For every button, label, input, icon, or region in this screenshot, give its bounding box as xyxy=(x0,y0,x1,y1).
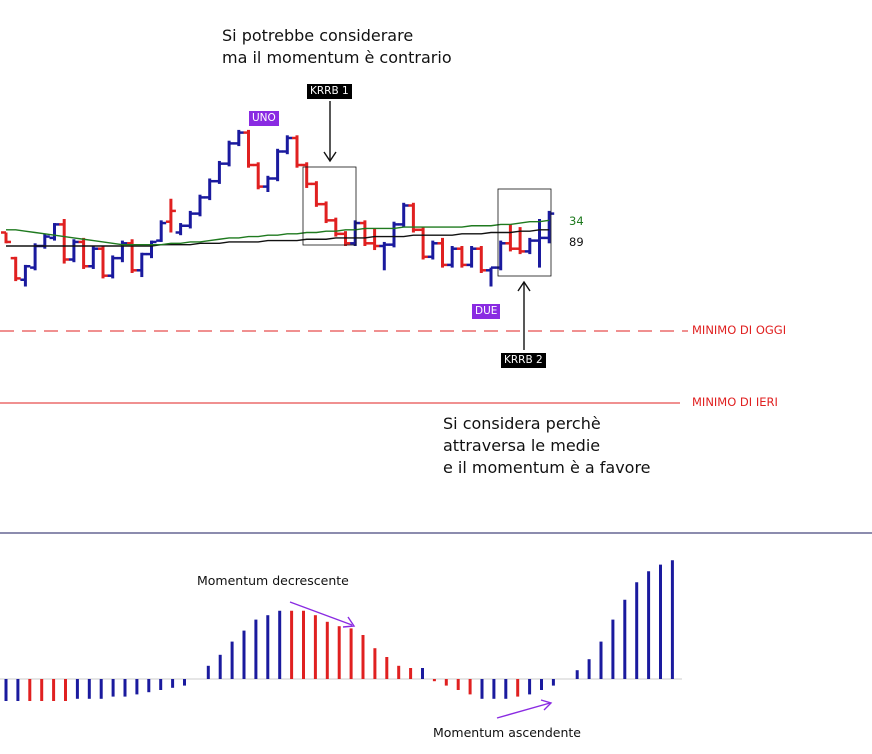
ohlc-bar xyxy=(262,175,273,192)
momentum-down-arrow xyxy=(289,601,353,626)
momentum-up-label: Momentum ascendente xyxy=(433,725,581,740)
ohlc-bars xyxy=(1,129,555,287)
momentum-up-arrowhead xyxy=(540,699,553,711)
ohlc-bar xyxy=(175,223,186,236)
krrb1-label: KRRB 1 xyxy=(307,84,352,99)
ma34-line xyxy=(6,219,550,246)
ohlc-bar xyxy=(282,135,293,155)
ohlc-bar xyxy=(59,219,70,264)
ohlc-bar xyxy=(292,135,302,168)
ohlc-bar xyxy=(20,264,31,287)
level-yesterday-label: MINIMO DI IERI xyxy=(692,395,778,409)
ohlc-bar xyxy=(437,237,448,268)
krrb2-box xyxy=(497,188,552,277)
ohlc-bar xyxy=(68,239,79,263)
ohlc-bar xyxy=(146,240,157,259)
ohlc-bar xyxy=(301,162,312,188)
ohlc-bar xyxy=(214,160,225,184)
ohlc-bar xyxy=(195,194,205,217)
ohlc-bar xyxy=(107,255,118,279)
ohlc-bar xyxy=(243,129,254,168)
top-note-line1: Si potrebbe considerare xyxy=(222,26,414,45)
bottom-note-line2: attraversa le medie xyxy=(443,436,601,455)
ohlc-bar xyxy=(534,219,545,268)
ohlc-bar xyxy=(379,241,390,271)
bottom-note-line1: Si considera perchè xyxy=(443,414,601,433)
ohlc-bar xyxy=(30,243,41,271)
ohlc-bar xyxy=(389,221,399,248)
ohlc-bar xyxy=(78,237,89,269)
ohlc-bar xyxy=(321,201,332,224)
tag-uno: UNO xyxy=(249,111,279,126)
ma89-line xyxy=(6,229,550,247)
ohlc-bar xyxy=(88,246,99,269)
ohlc-bar xyxy=(350,220,361,246)
krrb1-box xyxy=(302,166,357,246)
ohlc-bar xyxy=(495,240,506,271)
momentum-bars xyxy=(4,560,674,701)
krrb1-arrowhead xyxy=(323,151,337,163)
ohlc-bar xyxy=(505,224,516,252)
ohlc-bar xyxy=(456,246,467,268)
ohlc-bar xyxy=(447,246,458,268)
top-note-line2: ma il momentum è contrario xyxy=(222,48,452,67)
momentum-down-label: Momentum decrescente xyxy=(197,573,349,588)
ohlc-bar xyxy=(224,140,235,167)
ohlc-bar xyxy=(204,178,215,201)
momentum-up-arrow xyxy=(496,702,551,719)
level-today-label: MINIMO DI OGGI xyxy=(692,323,787,337)
ohlc-bar xyxy=(398,202,409,228)
ohlc-bar xyxy=(10,256,21,282)
ohlc-bar xyxy=(359,220,370,246)
ohlc-bar xyxy=(165,198,176,233)
ohlc-bar xyxy=(136,252,147,278)
ohlc-bar xyxy=(486,266,496,287)
top-note: Si potrebbe considerare ma il momentum è… xyxy=(222,25,452,69)
krrb2-label: KRRB 2 xyxy=(501,353,546,368)
ohlc-bar xyxy=(466,246,477,268)
ohlc-bar xyxy=(476,246,487,273)
ohlc-bar xyxy=(524,237,535,255)
ohlc-bar xyxy=(544,210,555,244)
bottom-note: Si considera perchè attraversa le medie … xyxy=(443,413,651,479)
ohlc-bar xyxy=(427,240,438,260)
ohlc-bar xyxy=(330,217,341,237)
ohlc-bar xyxy=(156,220,167,242)
bottom-note-line3: e il momentum è a favore xyxy=(443,458,651,477)
ohlc-bar xyxy=(98,246,108,279)
ma34-label: 34 xyxy=(569,214,584,228)
ohlc-bar xyxy=(1,231,11,244)
ohlc-bar xyxy=(408,202,419,233)
ohlc-bar xyxy=(49,223,60,241)
ma89-label: 89 xyxy=(569,235,584,249)
krrb2-arrowhead xyxy=(517,280,531,292)
ohlc-bar xyxy=(185,210,196,229)
momentum-down-arrowhead xyxy=(342,616,356,628)
ohlc-bar xyxy=(253,162,264,190)
ohlc-bar xyxy=(311,181,322,207)
tag-due: DUE xyxy=(472,304,501,319)
ohlc-bar xyxy=(233,129,244,147)
ohlc-bar xyxy=(418,227,429,260)
ohlc-bar xyxy=(272,148,283,182)
ohlc-bar xyxy=(369,228,380,251)
